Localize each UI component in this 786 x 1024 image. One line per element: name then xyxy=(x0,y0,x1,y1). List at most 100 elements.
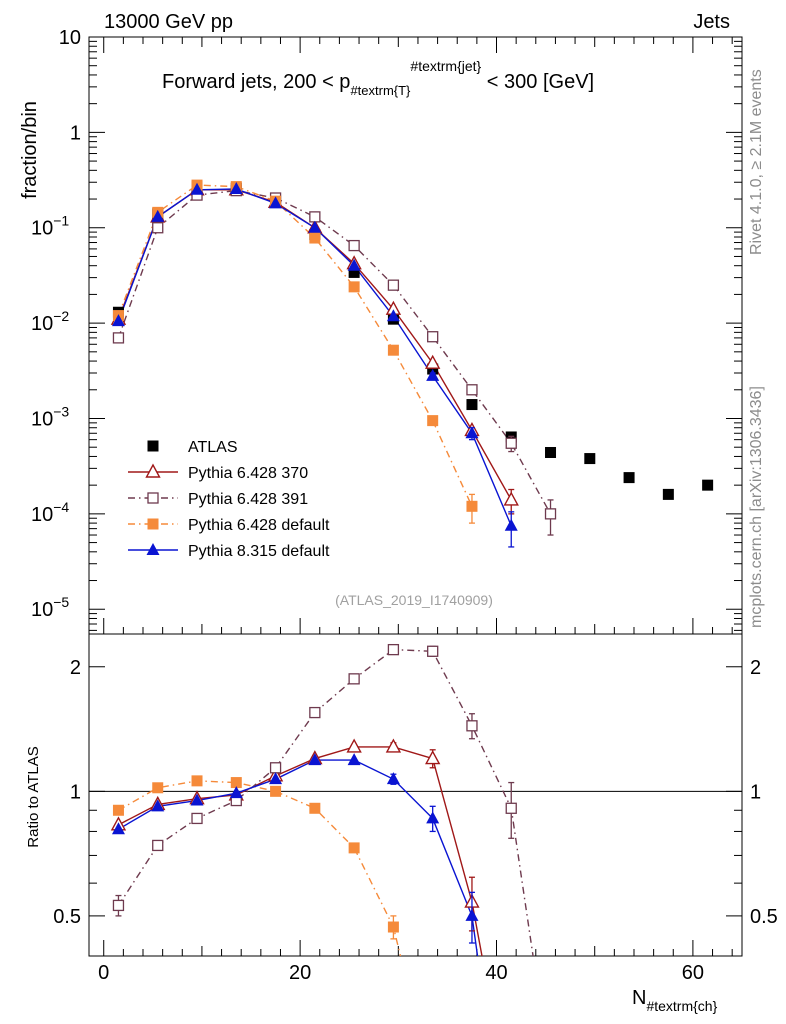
data-point xyxy=(309,802,321,814)
series-line xyxy=(117,184,473,507)
series-line xyxy=(117,648,534,956)
data-point xyxy=(545,446,557,458)
data-point xyxy=(191,775,203,787)
data-point xyxy=(386,309,400,322)
data-point xyxy=(426,368,440,381)
data-point xyxy=(111,314,125,327)
ratio-ylabel: Ratio to ATLAS xyxy=(25,746,42,847)
data-point xyxy=(348,673,360,685)
data-point xyxy=(466,500,478,512)
data-point xyxy=(348,842,360,854)
data-point xyxy=(152,782,164,794)
series-line xyxy=(117,189,552,515)
data-point xyxy=(230,777,242,789)
legend-marker xyxy=(147,518,159,530)
data-point xyxy=(269,772,283,785)
y-tick-label: 10−2 xyxy=(31,308,69,335)
data-point xyxy=(308,753,322,766)
main-series-area xyxy=(110,179,714,548)
data-point xyxy=(386,772,400,785)
data-point xyxy=(190,793,204,806)
data-point xyxy=(229,786,243,799)
x-tick-label: 0 xyxy=(98,962,109,984)
energy-label: 13000 GeV pp xyxy=(104,11,233,33)
main-title: Forward jets, 200 < p#textrm{T}#textrm{j… xyxy=(162,58,594,98)
data-point xyxy=(309,232,321,244)
x-tick-label: 60 xyxy=(682,962,704,984)
data-point xyxy=(385,738,402,753)
data-point xyxy=(425,750,441,765)
data-point xyxy=(308,220,322,233)
legend-item: Pythia 6.428 370 xyxy=(128,463,308,482)
ratio-frame xyxy=(88,633,743,957)
data-point xyxy=(112,332,125,344)
x-tick-label: 40 xyxy=(485,962,507,984)
data-point xyxy=(112,804,124,816)
data-point xyxy=(269,196,283,209)
mcplots-label: mcplots.cern.ch [arXiv:1306.3436] xyxy=(748,386,765,628)
data-point xyxy=(584,453,596,465)
data-point xyxy=(309,211,321,223)
data-point xyxy=(152,222,164,234)
data-point xyxy=(270,785,282,797)
x-tick-label: 20 xyxy=(289,962,311,984)
y-tick-label: 10−1 xyxy=(31,213,69,240)
legend-marker xyxy=(145,463,161,478)
legend-marker xyxy=(147,440,159,452)
x-axis-label: N#textrm{ch} xyxy=(632,987,718,1014)
main-frame xyxy=(88,36,743,635)
legend-item: ATLAS xyxy=(147,439,238,456)
legend-label: ATLAS xyxy=(188,439,238,456)
data-point xyxy=(466,399,478,411)
data-point xyxy=(504,518,518,531)
data-point xyxy=(348,281,360,293)
ratio-panel: 0 20 40 60 0.5 0.5 1 1 2 2 xyxy=(53,633,778,984)
data-point xyxy=(623,472,635,484)
legend-item: Pythia 6.428 391 xyxy=(128,491,308,508)
data-point xyxy=(152,839,164,852)
data-point xyxy=(269,762,282,774)
legend-marker xyxy=(147,492,159,504)
data-point xyxy=(387,921,399,933)
legend-marker xyxy=(146,543,160,555)
legend-label: Pythia 6.428 370 xyxy=(188,465,308,482)
data-point xyxy=(466,720,478,732)
data-point xyxy=(426,811,440,824)
legend-label: Pythia 8.315 default xyxy=(188,543,330,560)
jets-label: Jets xyxy=(693,11,730,33)
legend: ATLAS Pythia 6.428 370 Pythia 6.428 391 Pyt… xyxy=(128,439,330,560)
data-point xyxy=(151,209,165,222)
data-point xyxy=(112,899,125,912)
data-point xyxy=(427,331,439,343)
data-point xyxy=(702,479,714,491)
y-tick-label-right: 0.5 xyxy=(750,906,778,928)
analysis-id: (ATLAS_2019_I1740909) xyxy=(335,592,493,608)
data-point xyxy=(111,822,125,835)
y-tick-label: 10−4 xyxy=(31,499,69,526)
legend-item: Pythia 8.315 default xyxy=(128,543,330,560)
data-point xyxy=(505,802,517,814)
data-point xyxy=(387,279,400,291)
y-tick-label: 1 xyxy=(70,122,81,144)
data-point xyxy=(465,908,479,921)
y-tick-label-right: 2 xyxy=(750,657,761,679)
y-tick-label: 0.5 xyxy=(53,906,81,928)
rivet-label: Rivet 4.1.0, ≥ 2.1M events xyxy=(748,69,765,255)
data-point xyxy=(347,258,361,271)
data-point xyxy=(348,266,360,278)
data-point xyxy=(190,182,204,195)
data-point xyxy=(427,415,439,427)
legend-label: Pythia 6.428 default xyxy=(188,517,330,534)
y-tick-label: 10−5 xyxy=(31,594,69,621)
y-tick-label: 1 xyxy=(70,781,81,803)
main-panel: 10 1 10−1 10−2 10−3 10−4 10−5 xyxy=(31,27,743,635)
data-point xyxy=(346,738,362,753)
data-point xyxy=(544,508,557,520)
data-point xyxy=(387,344,399,356)
data-point xyxy=(505,437,517,449)
legend-item: Pythia 6.428 default xyxy=(128,517,330,534)
y-tick-label: 10 xyxy=(59,27,81,49)
y-tick-label-right: 1 xyxy=(750,781,761,803)
data-point xyxy=(425,354,441,369)
